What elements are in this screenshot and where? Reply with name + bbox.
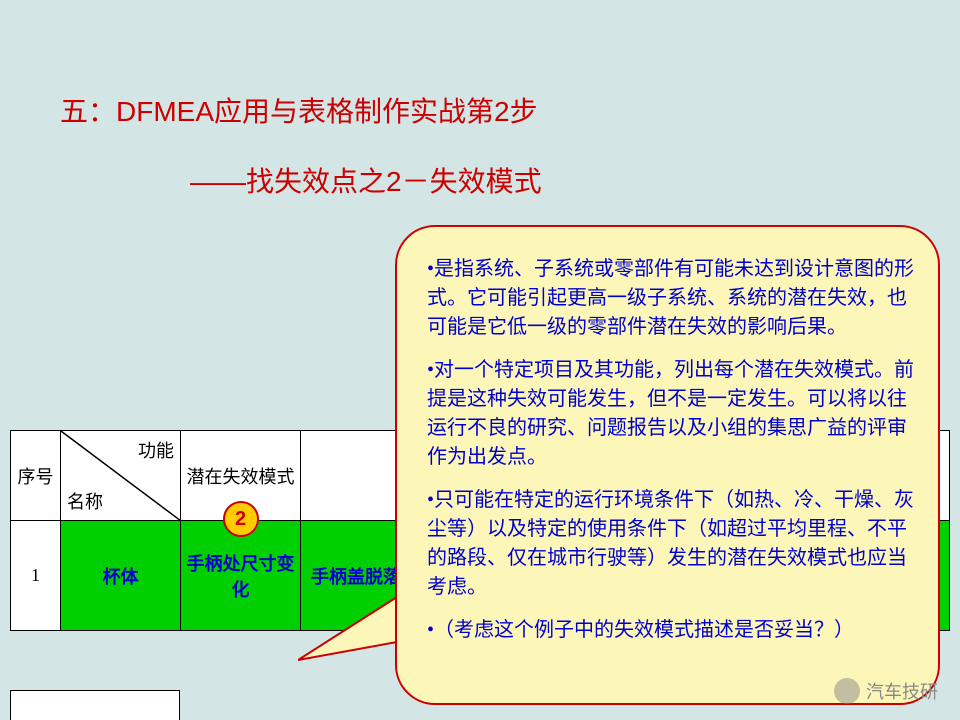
callout-p3: •只可能在特定的运行环境条件下（如热、冷、干燥、灰尘等）以及特定的使用条件下（如…	[427, 486, 916, 602]
heading-line2: ——找失效点之2－失效模式	[190, 160, 542, 200]
step-badge: 2	[223, 501, 259, 537]
cell-name: 杯体	[61, 521, 181, 631]
col-name-func: 名称 功能	[61, 431, 181, 521]
cell-failure-mode: 2 手柄处尺寸变化	[181, 521, 301, 631]
diag-label-func: 功能	[138, 437, 174, 463]
explanation-callout: •是指系统、子系统或零部件有可能未达到设计意图的形式。它可能引起更高一级子系统、…	[395, 225, 940, 705]
wechat-icon	[834, 678, 860, 704]
cell-failure-mode-text: 手柄处尺寸变化	[187, 554, 295, 600]
callout-p1: •是指系统、子系统或零部件有可能未达到设计意图的形式。它可能引起更高一级子系统、…	[427, 255, 916, 342]
watermark-text: 汽车技研	[866, 678, 938, 704]
cell-seq: 1	[11, 521, 61, 631]
diag-label-name: 名称	[67, 488, 103, 514]
col-seq: 序号	[11, 431, 61, 521]
callout-p4: •（考虑这个例子中的失效模式描述是否妥当？）	[427, 616, 916, 645]
heading-line1: 五：DFMEA应用与表格制作实战第2步	[60, 90, 538, 130]
table-continuation	[10, 690, 180, 720]
callout-p2: •对一个特定项目及其功能，列出每个潜在失效模式。前提是这种失效可能发生，但不是一…	[427, 356, 916, 472]
watermark: 汽车技研	[834, 678, 938, 704]
